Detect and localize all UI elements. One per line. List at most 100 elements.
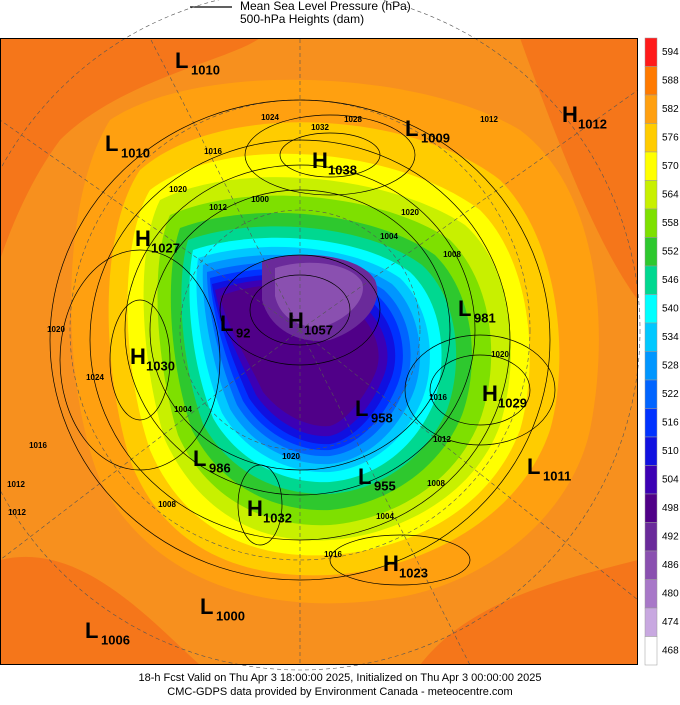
center-kind: H (135, 226, 151, 251)
center-value: 986 (209, 460, 231, 475)
center-value: 1057 (304, 322, 333, 337)
center-kind: L (355, 396, 368, 421)
colorbar-box (644, 465, 658, 495)
pressure-center: L 958 (355, 396, 393, 426)
pressure-center: L 1011 (527, 454, 571, 484)
contour-label: 1032 (311, 123, 329, 132)
colorbar-label: 576 (662, 132, 679, 143)
colorbar-label: 522 (662, 389, 679, 400)
colorbar-label: 510 (662, 446, 679, 457)
colorbar-label: 570 (662, 161, 679, 172)
contour-label: 1000 (251, 195, 269, 204)
isobars (49, 99, 556, 586)
center-kind: L (193, 446, 206, 471)
contour-label: 1004 (174, 405, 192, 414)
colorbar-box (644, 522, 658, 552)
center-value: 1011 (543, 468, 571, 483)
pressure-center: H 1027 (135, 226, 180, 256)
center-value: 1006 (101, 632, 130, 647)
center-value: 1010 (121, 145, 150, 160)
height-legend: 500-hPa Heights (dam) (240, 12, 364, 26)
contour-label: 1020 (491, 350, 509, 359)
colorbar-label: 498 (662, 503, 679, 514)
pressure-center: L 92 (220, 311, 250, 341)
pressure-center: L 1006 (85, 618, 130, 648)
pressure-center: L 1010 (105, 131, 150, 161)
colorbar-box (644, 493, 658, 523)
center-kind: L (358, 464, 371, 489)
center-kind: H (130, 344, 146, 369)
contour-label: 1008 (443, 250, 461, 259)
colorbar-box (644, 94, 658, 124)
colorbar-label: 474 (662, 617, 679, 628)
center-value: 1012 (578, 116, 607, 131)
colorbar-label: 492 (662, 531, 679, 542)
colorbar-box (644, 351, 658, 381)
colorbar-box (644, 66, 658, 96)
center-kind: H (312, 148, 328, 173)
contour-label: 1024 (86, 373, 104, 382)
center-kind: H (562, 102, 578, 127)
contour-label: 1016 (324, 550, 342, 559)
pressure-center: L 986 (193, 446, 231, 476)
contour-label: 1012 (7, 480, 25, 489)
center-kind: L (105, 131, 118, 156)
center-value: 1030 (146, 358, 175, 373)
map-frame (0, 38, 638, 665)
center-value: 1038 (328, 162, 357, 177)
colorbar-label: 588 (662, 75, 679, 86)
pressure-center: H 1038 (312, 148, 357, 178)
contour-label: 1008 (427, 479, 445, 488)
center-kind: H (247, 496, 263, 521)
colorbar-box (644, 607, 658, 637)
center-kind: H (288, 308, 304, 333)
colorbar-box (644, 636, 658, 666)
colorbar-label: 528 (662, 360, 679, 371)
map-field (0, 38, 638, 665)
colorbar-box (644, 436, 658, 466)
colorbar-box (644, 151, 658, 181)
pressure-center: H 1023 (383, 551, 428, 581)
pressure-center: H 1030 (130, 344, 175, 374)
contour-label: 1020 (169, 185, 187, 194)
colorbar-box (644, 37, 658, 67)
colorbar-box (644, 294, 658, 324)
contour-label: 1004 (380, 232, 398, 241)
pressure-center: H 1029 (482, 381, 527, 411)
mslp-legend: Mean Sea Level Pressure (hPa) (240, 0, 411, 13)
center-kind: H (482, 381, 498, 406)
colorbar-label: 504 (662, 474, 679, 485)
pressure-center: H 1012 (562, 102, 607, 132)
center-kind: H (383, 551, 399, 576)
contour-label: 1028 (344, 115, 362, 124)
pressure-center: L 955 (358, 464, 396, 494)
pressure-center: H 1032 (247, 496, 292, 526)
colorbar-box (644, 408, 658, 438)
colorbar-label: 564 (662, 189, 679, 200)
center-kind: L (405, 116, 418, 141)
center-value: 955 (374, 478, 396, 493)
colorbar-box (644, 379, 658, 409)
center-kind: L (85, 618, 98, 643)
contour-label: 1024 (261, 113, 279, 122)
contour-label: 1020 (282, 452, 300, 461)
colorbar-label: 582 (662, 104, 679, 115)
center-value: 1023 (399, 565, 428, 580)
center-value: 958 (371, 410, 393, 425)
center-value: 1032 (263, 510, 292, 525)
colorbar-box (644, 180, 658, 210)
center-value: 1029 (498, 395, 527, 410)
contour-label: 1020 (401, 208, 419, 217)
valid-time: 18-h Fcst Valid on Thu Apr 3 18:00:00 20… (138, 672, 541, 684)
center-kind: L (175, 48, 188, 73)
colorbar-label: 486 (662, 560, 679, 571)
colorbar-box (644, 123, 658, 153)
center-value: 981 (474, 310, 496, 325)
center-kind: L (527, 454, 540, 479)
center-kind: L (458, 296, 471, 321)
contour-label: 1004 (376, 512, 394, 521)
pressure-center: H 1057 (288, 308, 333, 338)
contour-label: 1012 (8, 508, 26, 517)
contour-label: 1012 (209, 203, 227, 212)
